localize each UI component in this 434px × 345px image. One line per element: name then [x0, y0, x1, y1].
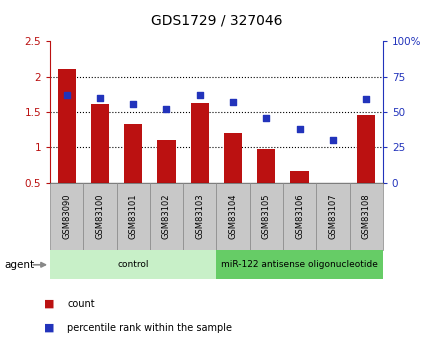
- Text: GSM83106: GSM83106: [294, 194, 303, 239]
- Point: [163, 107, 170, 112]
- Point: [229, 99, 236, 105]
- Text: GSM83102: GSM83102: [161, 194, 171, 239]
- Text: GSM83105: GSM83105: [261, 194, 270, 239]
- Text: miR-122 antisense oligonucleotide: miR-122 antisense oligonucleotide: [220, 260, 377, 269]
- Point: [262, 115, 269, 120]
- Point: [362, 97, 369, 102]
- Bar: [116, 183, 149, 250]
- Text: GSM83108: GSM83108: [361, 194, 370, 239]
- Bar: [316, 183, 349, 250]
- Point: [296, 126, 302, 132]
- Bar: [256, 149, 275, 218]
- Text: GSM83101: GSM83101: [128, 194, 138, 239]
- Bar: [91, 104, 109, 218]
- Bar: [183, 183, 216, 250]
- Bar: [290, 171, 308, 218]
- Text: agent: agent: [4, 260, 34, 270]
- Bar: [249, 183, 283, 250]
- Text: GSM83090: GSM83090: [62, 194, 71, 239]
- Bar: [349, 183, 382, 250]
- Bar: [124, 124, 142, 218]
- Bar: [50, 183, 83, 250]
- Text: count: count: [67, 299, 95, 308]
- Point: [196, 92, 203, 98]
- Bar: [149, 183, 183, 250]
- Text: GSM83104: GSM83104: [228, 194, 237, 239]
- Bar: [216, 183, 249, 250]
- Text: percentile rank within the sample: percentile rank within the sample: [67, 323, 232, 333]
- Text: GSM83107: GSM83107: [328, 194, 337, 239]
- Text: ■: ■: [43, 299, 54, 308]
- Bar: [224, 134, 242, 218]
- Text: ■: ■: [43, 323, 54, 333]
- Bar: [216, 250, 382, 279]
- Text: GSM83103: GSM83103: [195, 194, 204, 239]
- Bar: [83, 183, 116, 250]
- Bar: [190, 103, 208, 218]
- Text: GSM83100: GSM83100: [95, 194, 104, 239]
- Text: control: control: [117, 260, 148, 269]
- Point: [129, 101, 136, 106]
- Bar: [356, 115, 375, 218]
- Bar: [57, 69, 76, 218]
- Point: [63, 92, 70, 98]
- Text: GDS1729 / 327046: GDS1729 / 327046: [150, 14, 282, 28]
- Bar: [283, 183, 316, 250]
- Point: [96, 95, 103, 101]
- Point: [329, 138, 335, 143]
- Bar: [323, 215, 341, 218]
- Bar: [50, 250, 216, 279]
- Bar: [157, 140, 175, 218]
